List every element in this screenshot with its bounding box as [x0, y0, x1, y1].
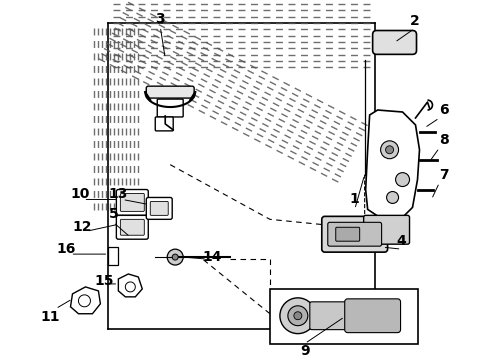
FancyBboxPatch shape [116, 215, 148, 239]
FancyBboxPatch shape [150, 202, 168, 215]
Text: 4: 4 [397, 234, 406, 248]
FancyBboxPatch shape [336, 227, 360, 241]
Circle shape [294, 312, 302, 320]
Circle shape [167, 249, 183, 265]
Circle shape [381, 141, 398, 159]
Text: 5: 5 [108, 207, 118, 221]
FancyBboxPatch shape [147, 198, 172, 219]
Polygon shape [71, 287, 100, 314]
FancyBboxPatch shape [345, 299, 400, 333]
Polygon shape [366, 110, 419, 219]
Text: 16: 16 [57, 242, 76, 256]
FancyBboxPatch shape [322, 216, 388, 252]
Text: 11: 11 [41, 310, 60, 324]
Text: 3: 3 [155, 12, 165, 26]
Circle shape [387, 192, 398, 203]
Circle shape [288, 306, 308, 326]
Circle shape [280, 298, 316, 334]
FancyBboxPatch shape [364, 215, 410, 244]
Text: 8: 8 [440, 133, 449, 147]
Text: 6: 6 [440, 103, 449, 117]
Text: 7: 7 [440, 168, 449, 181]
Text: 9: 9 [300, 343, 310, 357]
Circle shape [386, 146, 393, 154]
Bar [108, 247, 119, 265]
FancyBboxPatch shape [372, 31, 416, 54]
Text: 13: 13 [109, 188, 128, 202]
Text: 12: 12 [73, 220, 92, 234]
FancyBboxPatch shape [116, 189, 148, 215]
Text: 1: 1 [350, 193, 360, 206]
Text: 10: 10 [71, 188, 90, 202]
Circle shape [172, 254, 178, 260]
FancyBboxPatch shape [121, 193, 144, 211]
Text: 14: 14 [202, 250, 222, 264]
FancyBboxPatch shape [121, 219, 144, 235]
FancyBboxPatch shape [147, 86, 194, 98]
Bar [270, 289, 417, 343]
Polygon shape [119, 274, 142, 297]
FancyBboxPatch shape [157, 99, 183, 117]
Circle shape [395, 173, 410, 186]
FancyBboxPatch shape [155, 117, 173, 131]
FancyBboxPatch shape [310, 302, 349, 330]
FancyBboxPatch shape [328, 222, 382, 246]
Text: 2: 2 [410, 14, 419, 28]
Text: 15: 15 [95, 274, 114, 288]
